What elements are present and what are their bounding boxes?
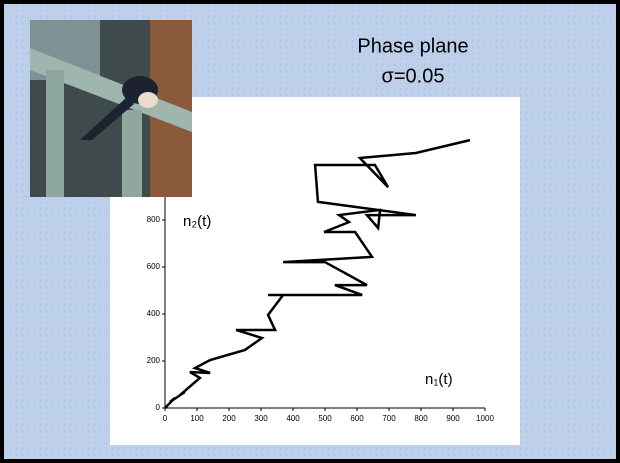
x-tick-label: 300 [254, 414, 268, 423]
x-tick-label: 800 [414, 414, 428, 423]
x-tick-label: 200 [222, 414, 236, 423]
x-tick-label: 100 [190, 414, 204, 423]
x-axis-label: n₁(t) [425, 371, 453, 388]
x-tick-label: 400 [286, 414, 300, 423]
photo [30, 20, 192, 197]
y-tick-label: 800 [147, 215, 161, 224]
y-tick-label: 400 [147, 309, 161, 318]
x-tick-label: 700 [382, 414, 396, 423]
subtitle: σ=0.05 [382, 65, 445, 87]
x-tick-label: 1000 [476, 414, 494, 423]
y-axis-label: n₂(t) [183, 213, 211, 230]
title: Phase plane [357, 35, 468, 57]
slide: 0 100 200 300 400 500 600 700 800 900 1000 0 200 400 6… [0, 0, 620, 463]
y-tick-label: 0 [156, 403, 161, 412]
x-tick-label: 500 [318, 414, 332, 423]
x-tick-label: 0 [163, 414, 168, 423]
y-tick-label: 200 [147, 356, 161, 365]
x-tick-label: 900 [446, 414, 460, 423]
x-tick-label: 600 [350, 414, 364, 423]
y-tick-label: 600 [147, 262, 161, 271]
